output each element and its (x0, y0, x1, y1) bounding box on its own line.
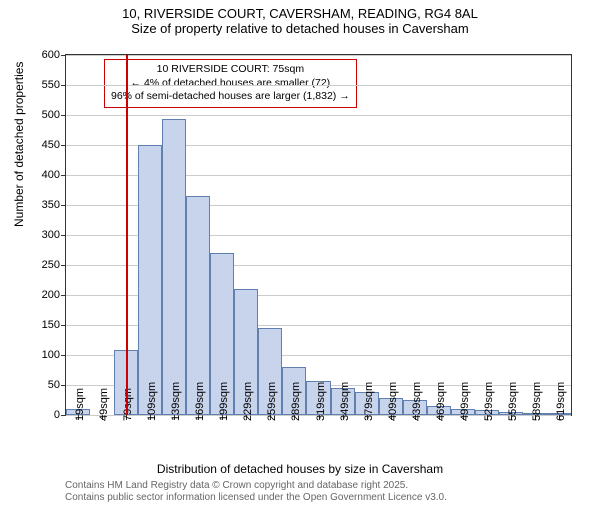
x-tick-label: 199sqm (218, 382, 230, 421)
gridline (66, 85, 571, 86)
credits-line2: Contains public sector information licen… (65, 492, 447, 504)
marker-line (126, 55, 128, 415)
histogram-bar (138, 145, 162, 415)
gridline (66, 115, 571, 116)
title-main: 10, RIVERSIDE COURT, CAVERSHAM, READING,… (0, 6, 600, 21)
x-tick-label: 349sqm (339, 382, 351, 421)
x-tick-label: 79sqm (122, 388, 134, 421)
y-tick-label: 0 (54, 409, 66, 421)
y-tick-label: 400 (42, 169, 66, 181)
chart-container: 10, RIVERSIDE COURT, CAVERSHAM, READING,… (0, 6, 600, 506)
x-tick-label: 409sqm (387, 382, 399, 421)
y-axis-label: Number of detached properties (12, 62, 26, 227)
x-tick-label: 139sqm (170, 382, 182, 421)
annotation-line2: ← 4% of detached houses are smaller (72) (111, 77, 350, 91)
y-tick-label: 50 (48, 379, 66, 391)
x-tick-label: 49sqm (98, 388, 110, 421)
x-tick-label: 439sqm (411, 382, 423, 421)
y-tick-label: 300 (42, 229, 66, 241)
x-tick-label: 109sqm (146, 382, 158, 421)
y-tick-label: 500 (42, 109, 66, 121)
credits: Contains HM Land Registry data © Crown c… (65, 480, 447, 504)
annotation-box: 10 RIVERSIDE COURT: 75sqm ← 4% of detach… (104, 59, 357, 108)
x-tick-label: 229sqm (242, 382, 254, 421)
y-tick-label: 100 (42, 349, 66, 361)
x-tick-label: 499sqm (459, 382, 471, 421)
x-tick-label: 379sqm (363, 382, 375, 421)
annotation-line3: 96% of semi-detached houses are larger (… (111, 90, 350, 104)
x-axis-label: Distribution of detached houses by size … (0, 462, 600, 476)
x-tick-label: 169sqm (194, 382, 206, 421)
x-tick-label: 19sqm (74, 388, 86, 421)
x-tick-label: 289sqm (290, 382, 302, 421)
x-tick-label: 559sqm (507, 382, 519, 421)
histogram-bar (162, 119, 186, 415)
x-tick-label: 619sqm (555, 382, 567, 421)
x-tick-label: 259sqm (266, 382, 278, 421)
y-tick-label: 250 (42, 259, 66, 271)
y-tick-label: 550 (42, 79, 66, 91)
gridline (66, 55, 571, 56)
title-sub: Size of property relative to detached ho… (0, 21, 600, 36)
x-tick-label: 319sqm (315, 382, 327, 421)
x-tick-label: 469sqm (435, 382, 447, 421)
y-tick-label: 350 (42, 199, 66, 211)
plot-area: 10 RIVERSIDE COURT: 75sqm ← 4% of detach… (65, 54, 572, 416)
x-tick-label: 589sqm (531, 382, 543, 421)
x-tick-label: 529sqm (483, 382, 495, 421)
y-tick-label: 150 (42, 319, 66, 331)
y-tick-label: 200 (42, 289, 66, 301)
y-tick-label: 450 (42, 139, 66, 151)
credits-line1: Contains HM Land Registry data © Crown c… (65, 480, 447, 492)
y-tick-label: 600 (42, 49, 66, 61)
annotation-line1: 10 RIVERSIDE COURT: 75sqm (111, 63, 350, 77)
